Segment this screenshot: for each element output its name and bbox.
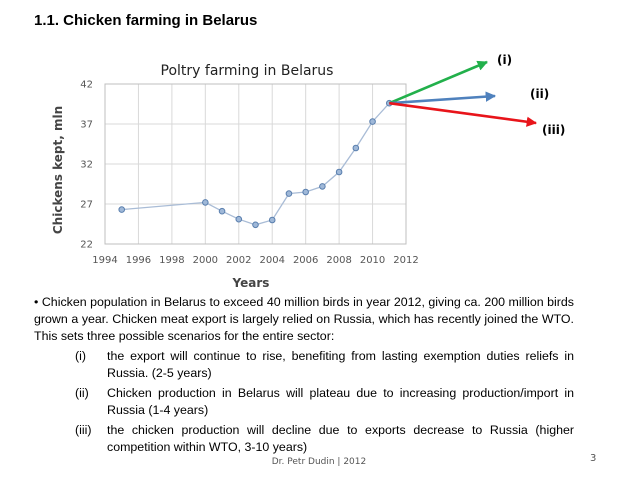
data-point [319, 183, 326, 190]
footer-credit: Dr. Petr Dudin | 2012 [271, 457, 367, 467]
x-tick-label: 2008 [326, 255, 351, 266]
chart-title: Poltry farming in Belarus [161, 63, 334, 79]
scenario-text: the chicken production will decline due … [107, 423, 574, 454]
plot-area-border [104, 83, 407, 245]
scenario-arrow-label: (ii) [530, 87, 549, 101]
body-text: • Chicken population in Belarus to excee… [34, 294, 574, 456]
data-point [252, 221, 259, 229]
data-point [218, 207, 226, 215]
scenario-arrow [388, 60, 488, 105]
scenario-text: the export will continue to rise, benefi… [107, 349, 574, 380]
slide-title: 1.1. Chicken farming in Belarus [34, 12, 258, 29]
data-point [268, 216, 276, 224]
data-point [335, 168, 343, 176]
scenario-arrow-label: (iii) [542, 123, 565, 137]
x-tick-label: 2012 [393, 255, 418, 266]
page-number: 3 [590, 453, 597, 464]
data-point [285, 190, 293, 197]
x-tick-label: 2004 [259, 255, 284, 266]
y-tick-label: 32 [80, 160, 93, 171]
scenario-arrow [389, 101, 538, 127]
y-tick-label: 37 [80, 120, 93, 131]
y-tick-label: 27 [80, 200, 93, 211]
scenario-number: (iii) [75, 423, 92, 437]
scenario-item: (i) the export will continue to rise, be… [34, 348, 574, 382]
scenario-item: (ii) Chicken production in Belarus will … [34, 385, 574, 419]
poultry-line-chart: 22 27 32 37 42 1994 1996 1998 2000 2002 2004 2006 20… [51, 53, 565, 290]
scenario-arrow-label: (i) [497, 53, 512, 67]
x-tick-label: 1996 [126, 255, 151, 266]
scenario-arrow [389, 91, 497, 105]
x-tick-label: 1998 [159, 255, 184, 266]
x-tick-label: 2000 [193, 255, 218, 266]
scenario-text: Chicken production in Belarus will plate… [107, 386, 574, 417]
scenario-item: (iii) the chicken production will declin… [34, 422, 574, 456]
y-axis-label: Chickens kept, mln [51, 106, 65, 234]
data-point [369, 118, 376, 125]
x-tick-label: 1994 [92, 255, 117, 266]
x-tick-label: 2006 [293, 255, 318, 266]
y-tick-label: 22 [80, 240, 93, 251]
scenario-number: (ii) [75, 386, 89, 400]
x-tick-label: 2010 [360, 255, 385, 266]
data-point [118, 206, 126, 213]
data-point [352, 144, 360, 152]
data-point [202, 199, 209, 206]
intro-paragraph: • Chicken population in Belarus to excee… [34, 295, 574, 343]
x-tick-label: 2002 [226, 255, 251, 266]
y-tick-label: 42 [80, 80, 93, 91]
x-axis-label: Years [232, 276, 270, 290]
scenario-number: (i) [75, 349, 87, 363]
data-point [235, 215, 243, 223]
data-point [302, 188, 309, 196]
